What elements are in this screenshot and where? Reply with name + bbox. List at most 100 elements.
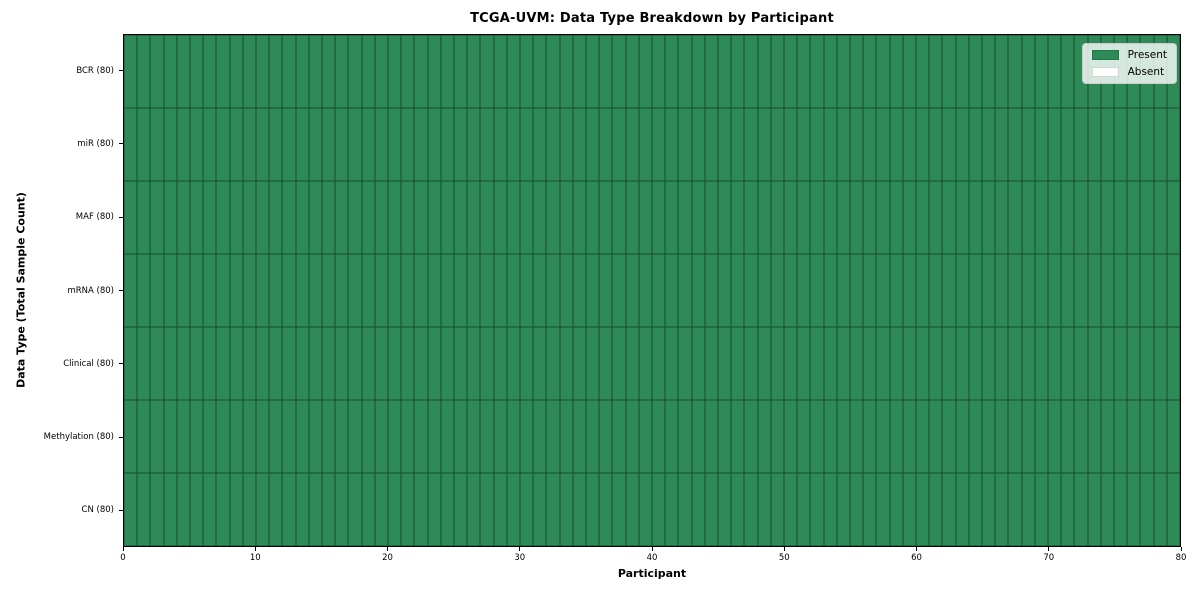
heatmap-cell	[981, 108, 996, 181]
heatmap-cell	[902, 473, 916, 546]
heatmap-cell	[321, 473, 336, 546]
heatmap-cell	[1034, 181, 1048, 254]
heatmap-cell	[163, 108, 177, 181]
heatmap-cell	[770, 108, 784, 181]
heatmap-cell	[335, 400, 349, 473]
heatmap-cell	[519, 108, 534, 181]
heatmap-cell	[810, 327, 824, 400]
heatmap-cell	[440, 254, 454, 327]
heatmap-cell	[387, 35, 402, 108]
heatmap-cell	[203, 254, 217, 327]
heatmap-cell	[585, 473, 600, 546]
heatmap-cell	[1113, 108, 1128, 181]
heatmap-cell	[321, 400, 336, 473]
y-tick-mark	[119, 290, 123, 291]
heatmap-cell	[242, 327, 256, 400]
heatmap-cell	[797, 327, 811, 400]
heatmap-cell	[1153, 400, 1167, 473]
heatmap-cell	[1047, 108, 1062, 181]
x-axis-ticks: 0 10 20 30 40 50 60 70 80	[120, 547, 1186, 569]
heatmap-cell	[638, 473, 652, 546]
heatmap-cell	[797, 254, 811, 327]
heatmap-cell	[810, 108, 824, 181]
heatmap-cell	[1153, 473, 1167, 546]
heatmap-cell	[414, 327, 428, 400]
heatmap-cell	[876, 327, 890, 400]
x-tick-label: 60	[911, 553, 922, 563]
heatmap-cell	[1127, 400, 1141, 473]
heatmap-cell	[1127, 254, 1141, 327]
heatmap-cell	[783, 473, 798, 546]
heatmap-cell	[797, 400, 811, 473]
heatmap-cell	[889, 254, 903, 327]
heatmap-cell	[427, 327, 441, 400]
heatmap-cell	[942, 327, 956, 400]
legend-label: Absent	[1127, 65, 1165, 78]
heatmap-cell	[519, 400, 534, 473]
heatmap-cell	[717, 473, 732, 546]
heatmap-cell	[704, 35, 718, 108]
heatmap-cell	[229, 473, 243, 546]
heatmap-cell	[625, 35, 639, 108]
heatmap-cell	[572, 35, 586, 108]
heatmap-cell	[493, 181, 507, 254]
heatmap-cell	[124, 108, 138, 181]
heatmap-cell	[150, 327, 164, 400]
x-tick-label: 0	[120, 553, 126, 563]
heatmap-cell	[1047, 400, 1062, 473]
x-tick-mark	[1048, 547, 1050, 551]
heatmap-cell	[124, 400, 138, 473]
heatmap-cell	[229, 254, 243, 327]
heatmap-cell	[1047, 35, 1062, 108]
heatmap-cell	[533, 181, 547, 254]
heatmap-cell	[124, 327, 138, 400]
heatmap-cell	[929, 254, 943, 327]
heatmap-cell	[546, 108, 560, 181]
heatmap-cell	[506, 254, 520, 327]
heatmap-cell	[995, 327, 1009, 400]
heatmap-cell	[757, 400, 771, 473]
heatmap-cell	[546, 473, 560, 546]
heatmap-cell	[1100, 400, 1114, 473]
heatmap-cell	[823, 473, 837, 546]
heatmap-cell	[744, 400, 758, 473]
heatmap-cell	[863, 473, 877, 546]
heatmap-cell	[308, 108, 322, 181]
heatmap-cell	[150, 181, 164, 254]
heatmap-cell	[176, 400, 190, 473]
heatmap-cell	[335, 181, 349, 254]
heatmap-cell	[137, 400, 151, 473]
heatmap-cell	[1087, 254, 1101, 327]
heatmap-cell	[757, 35, 771, 108]
heatmap-cell	[124, 35, 138, 108]
heatmap-cell	[1034, 108, 1048, 181]
heatmap-cell	[163, 473, 177, 546]
heatmap-cell	[440, 108, 454, 181]
heatmap-cell	[348, 181, 362, 254]
heatmap-cell	[810, 473, 824, 546]
heatmap-cell	[770, 400, 784, 473]
heatmap-cell	[255, 35, 270, 108]
heatmap-cell	[242, 35, 256, 108]
heatmap-cell	[1153, 108, 1167, 181]
heatmap-cell	[242, 181, 256, 254]
heatmap-cell	[321, 327, 336, 400]
heatmap-cell	[559, 35, 573, 108]
heatmap-cell	[335, 108, 349, 181]
y-tick-mark	[119, 143, 123, 145]
heatmap-cell	[150, 35, 164, 108]
heatmap-cell	[1008, 108, 1022, 181]
heatmap-cell	[427, 400, 441, 473]
heatmap-cell	[427, 254, 441, 327]
heatmap-cell	[414, 35, 428, 108]
heatmap-cell	[1087, 327, 1101, 400]
heatmap-cell	[546, 254, 560, 327]
heatmap-cell	[731, 35, 745, 108]
heatmap-cell	[203, 108, 217, 181]
x-tick-label: 70	[1043, 553, 1055, 563]
heatmap-cell	[981, 254, 996, 327]
heatmap-cell	[915, 473, 930, 546]
heatmap-cell	[269, 473, 283, 546]
heatmap-cell	[295, 181, 309, 254]
heatmap-cell	[770, 35, 784, 108]
